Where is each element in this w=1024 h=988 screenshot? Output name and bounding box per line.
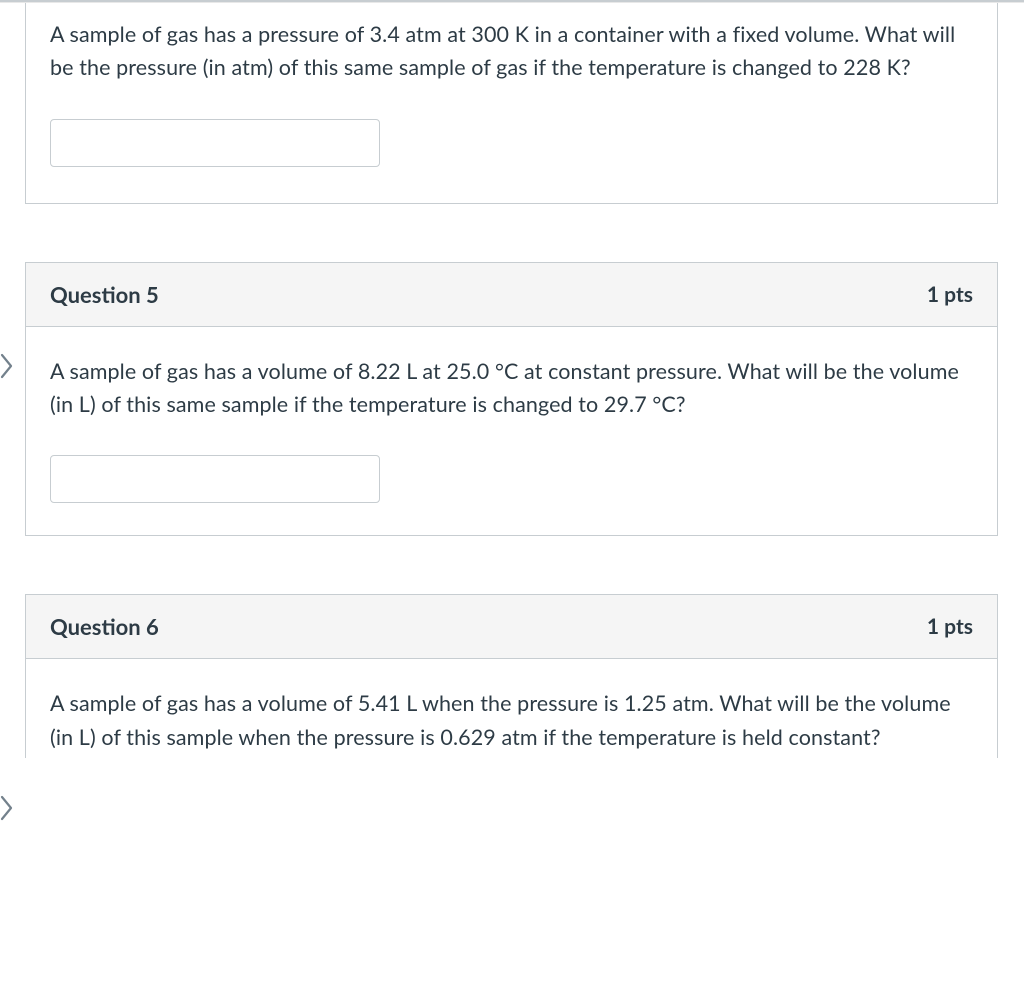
question-points: 1 pts <box>927 614 973 639</box>
question-title: Question 5 <box>50 281 159 308</box>
question-header: Question 5 1 pts <box>26 263 997 327</box>
chevron-icon[interactable] <box>0 353 14 379</box>
top-rule-inner <box>0 2 1024 3</box>
question-header: Question 6 1 pts <box>26 595 997 659</box>
question-card: Question 5 1 pts A sample of gas has a v… <box>25 262 998 537</box>
question-points: 1 pts <box>927 282 973 307</box>
question-card: Question 6 1 pts A sample of gas has a v… <box>25 594 998 758</box>
quiz-page: A sample of gas has a pressure of 3.4 at… <box>0 0 1024 988</box>
question-prompt: A sample of gas has a pressure of 3.4 at… <box>50 2 973 85</box>
answer-input[interactable] <box>50 455 380 503</box>
answer-input[interactable] <box>50 119 380 167</box>
chevron-icon[interactable] <box>0 795 14 821</box>
question-prompt: A sample of gas has a volume of 8.22 L a… <box>50 355 973 422</box>
question-card: A sample of gas has a pressure of 3.4 at… <box>25 2 998 204</box>
question-title: Question 6 <box>50 613 159 640</box>
question-prompt: A sample of gas has a volume of 5.41 L w… <box>50 687 973 754</box>
